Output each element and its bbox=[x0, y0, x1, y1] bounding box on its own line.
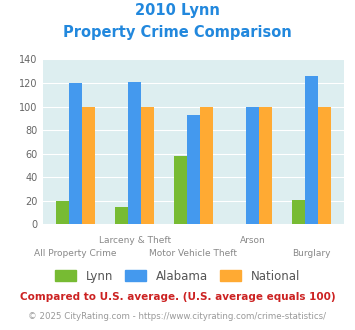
Bar bbox=[200, 107, 213, 224]
Bar bbox=[292, 200, 305, 224]
Text: All Property Crime: All Property Crime bbox=[34, 249, 117, 258]
Text: Arson: Arson bbox=[240, 236, 265, 245]
Bar bbox=[174, 156, 187, 224]
Text: Larceny & Theft: Larceny & Theft bbox=[99, 236, 171, 245]
Bar bbox=[259, 107, 272, 224]
Legend: Lynn, Alabama, National: Lynn, Alabama, National bbox=[50, 265, 305, 287]
Bar bbox=[141, 107, 154, 224]
Bar bbox=[69, 83, 82, 224]
Text: Motor Vehicle Theft: Motor Vehicle Theft bbox=[149, 249, 237, 258]
Bar bbox=[246, 107, 259, 224]
Bar bbox=[115, 207, 128, 224]
Bar bbox=[56, 201, 69, 224]
Text: Property Crime Comparison: Property Crime Comparison bbox=[63, 25, 292, 40]
Bar bbox=[305, 76, 318, 224]
Bar bbox=[128, 82, 141, 224]
Text: © 2025 CityRating.com - https://www.cityrating.com/crime-statistics/: © 2025 CityRating.com - https://www.city… bbox=[28, 312, 327, 321]
Text: Compared to U.S. average. (U.S. average equals 100): Compared to U.S. average. (U.S. average … bbox=[20, 292, 335, 302]
Bar bbox=[82, 107, 95, 224]
Bar bbox=[318, 107, 331, 224]
Bar bbox=[187, 115, 200, 224]
Text: Burglary: Burglary bbox=[292, 249, 331, 258]
Text: 2010 Lynn: 2010 Lynn bbox=[135, 3, 220, 18]
